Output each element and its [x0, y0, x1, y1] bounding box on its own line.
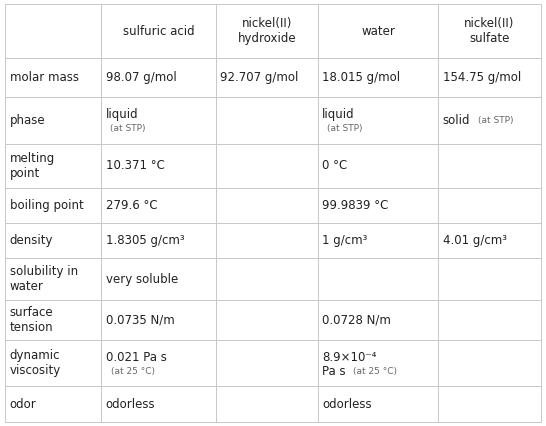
- Bar: [216, 58, 318, 97]
- Bar: [102, 258, 216, 300]
- Bar: [5, 386, 102, 422]
- Text: nickel(II)
sulfate: nickel(II) sulfate: [464, 17, 515, 45]
- Bar: [318, 386, 438, 422]
- Text: water: water: [361, 25, 395, 38]
- Text: 18.015 g/mol: 18.015 g/mol: [322, 71, 400, 84]
- Text: 92.707 g/mol: 92.707 g/mol: [220, 71, 299, 84]
- Text: very soluble: very soluble: [106, 273, 178, 286]
- Text: 10.371 °C: 10.371 °C: [106, 159, 164, 172]
- Bar: [318, 223, 438, 258]
- Text: (at 25 °C): (at 25 °C): [353, 367, 397, 376]
- Bar: [216, 258, 318, 300]
- Bar: [5, 187, 102, 223]
- Bar: [216, 4, 318, 58]
- Text: solubility in
water: solubility in water: [10, 265, 78, 293]
- Text: 4.01 g/cm³: 4.01 g/cm³: [443, 234, 507, 247]
- Text: molar mass: molar mass: [10, 71, 79, 84]
- Text: boiling point: boiling point: [10, 199, 84, 212]
- Bar: [438, 258, 541, 300]
- Text: solid: solid: [443, 114, 470, 127]
- Bar: [102, 340, 216, 386]
- Bar: [438, 340, 541, 386]
- Text: nickel(II)
hydroxide: nickel(II) hydroxide: [238, 17, 296, 45]
- Text: Pa s: Pa s: [322, 365, 346, 378]
- Bar: [216, 386, 318, 422]
- Bar: [5, 300, 102, 340]
- Text: 1.8305 g/cm³: 1.8305 g/cm³: [106, 234, 185, 247]
- Bar: [102, 144, 216, 187]
- Bar: [216, 223, 318, 258]
- Bar: [318, 187, 438, 223]
- Bar: [438, 223, 541, 258]
- Bar: [102, 300, 216, 340]
- Text: surface
tension: surface tension: [10, 306, 54, 334]
- Text: density: density: [10, 234, 54, 247]
- Bar: [102, 97, 216, 144]
- Bar: [5, 4, 102, 58]
- Bar: [318, 97, 438, 144]
- Bar: [5, 258, 102, 300]
- Text: 99.9839 °C: 99.9839 °C: [322, 199, 389, 212]
- Text: phase: phase: [10, 114, 45, 127]
- Bar: [102, 4, 216, 58]
- Text: (at 25 °C): (at 25 °C): [111, 367, 155, 376]
- Bar: [5, 58, 102, 97]
- Bar: [216, 340, 318, 386]
- Bar: [5, 223, 102, 258]
- Text: 98.07 g/mol: 98.07 g/mol: [106, 71, 176, 84]
- Bar: [318, 258, 438, 300]
- Text: 279.6 °C: 279.6 °C: [106, 199, 157, 212]
- Bar: [102, 58, 216, 97]
- Bar: [318, 300, 438, 340]
- Bar: [438, 4, 541, 58]
- Text: (at STP): (at STP): [478, 116, 514, 125]
- Bar: [5, 340, 102, 386]
- Text: 0 °C: 0 °C: [322, 159, 347, 172]
- Bar: [102, 187, 216, 223]
- Bar: [318, 340, 438, 386]
- Bar: [438, 144, 541, 187]
- Bar: [438, 97, 541, 144]
- Text: liquid: liquid: [322, 108, 355, 121]
- Text: (at STP): (at STP): [110, 124, 146, 133]
- Bar: [216, 300, 318, 340]
- Bar: [318, 144, 438, 187]
- Text: 0.0735 N/m: 0.0735 N/m: [106, 314, 175, 327]
- Bar: [5, 97, 102, 144]
- Bar: [5, 144, 102, 187]
- Text: melting
point: melting point: [10, 152, 55, 180]
- Text: liquid: liquid: [106, 108, 138, 121]
- Text: 0.021 Pa s: 0.021 Pa s: [106, 351, 167, 364]
- Bar: [438, 300, 541, 340]
- Text: odor: odor: [10, 397, 37, 411]
- Text: odorless: odorless: [106, 397, 155, 411]
- Text: dynamic
viscosity: dynamic viscosity: [10, 349, 61, 377]
- Text: 1 g/cm³: 1 g/cm³: [322, 234, 367, 247]
- Bar: [102, 223, 216, 258]
- Bar: [438, 187, 541, 223]
- Bar: [438, 386, 541, 422]
- Text: 0.0728 N/m: 0.0728 N/m: [322, 314, 391, 327]
- Text: odorless: odorless: [322, 397, 372, 411]
- Bar: [318, 4, 438, 58]
- Text: 8.9×10⁻⁴: 8.9×10⁻⁴: [322, 351, 377, 364]
- Text: (at STP): (at STP): [327, 124, 362, 133]
- Bar: [216, 144, 318, 187]
- Text: sulfuric acid: sulfuric acid: [123, 25, 194, 38]
- Bar: [216, 97, 318, 144]
- Bar: [318, 58, 438, 97]
- Bar: [438, 58, 541, 97]
- Bar: [216, 187, 318, 223]
- Bar: [102, 386, 216, 422]
- Text: 154.75 g/mol: 154.75 g/mol: [443, 71, 521, 84]
